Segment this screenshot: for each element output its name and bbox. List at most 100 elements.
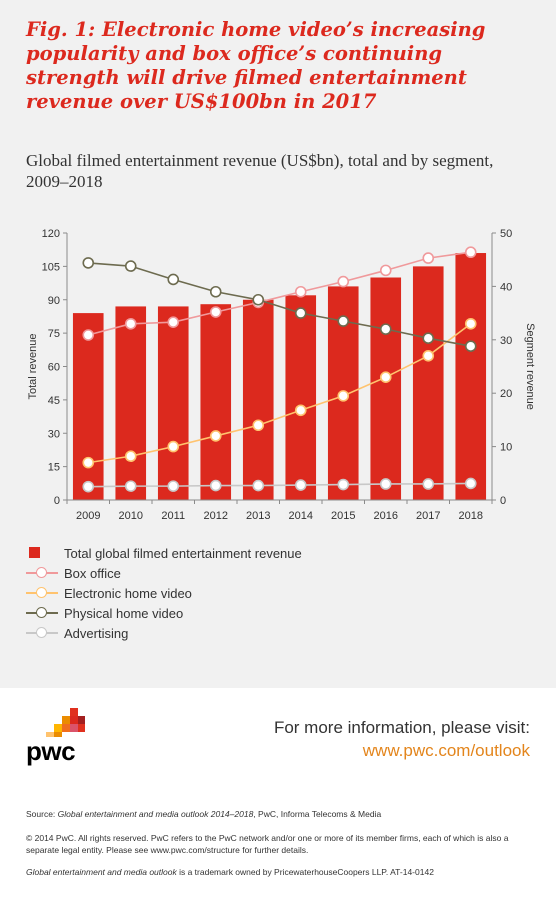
point-advertising-2012 — [209, 479, 222, 492]
point-electronic-home-video-2011 — [167, 440, 180, 453]
y-tick-label: 45 — [48, 395, 60, 407]
line-electronic-home-video — [88, 323, 472, 464]
y2-tick-label: 10 — [500, 442, 512, 454]
source-title: Global entertainment and media outlook 2… — [57, 809, 254, 819]
x-tick-label: 2011 — [161, 510, 185, 522]
y2-tick-label: 20 — [500, 388, 512, 400]
footer-notes: Source: Global entertainment and media o… — [26, 808, 531, 888]
point-physical-home-video-2015 — [337, 315, 350, 327]
bar-2012 — [200, 304, 232, 500]
point-advertising-2015 — [337, 478, 350, 491]
y-tick-label: 15 — [48, 462, 60, 474]
point-box-office-2010 — [124, 317, 137, 330]
point-electronic-home-video-2016 — [379, 371, 392, 383]
outlook-link[interactable]: www.pwc.com/outlook — [362, 741, 530, 760]
bar-2011 — [157, 306, 189, 500]
point-electronic-home-video-2017 — [422, 350, 435, 362]
source-note: Source: Global entertainment and media o… — [26, 808, 531, 820]
bar-2013 — [242, 299, 274, 500]
bar-2016 — [370, 277, 402, 500]
x-tick-label: 2009 — [76, 510, 100, 522]
source-rest: , PwC, Informa Telecoms & Media — [253, 809, 382, 819]
point-electronic-home-video-2013 — [252, 419, 265, 432]
legend-swatch-physical-home-video — [26, 603, 58, 623]
chart-panel: Fig. 1: Electronic home video’s increasi… — [0, 0, 556, 688]
y2-tick-label: 30 — [500, 335, 512, 347]
legend-swatch-total — [26, 543, 58, 563]
y-tick-label: 75 — [48, 328, 60, 340]
legend-swatch-box-office — [26, 563, 58, 583]
bar-2014 — [285, 295, 317, 500]
point-physical-home-video-2012 — [209, 285, 222, 298]
point-physical-home-video-2018 — [464, 340, 477, 353]
legend-item-box-office: Box office — [26, 563, 302, 583]
legend-label-electronic-home-video: Electronic home video — [64, 585, 192, 601]
point-advertising-2009 — [82, 480, 95, 493]
point-advertising-2017 — [422, 478, 435, 490]
line-advertising — [88, 482, 471, 488]
legend-swatch-advertising — [26, 623, 58, 643]
y-tick-label: 60 — [48, 362, 60, 374]
legend-label-total: Total global filmed entertainment revenu… — [64, 545, 302, 561]
axis-labels: 0 15 30 45 60 75 90 105 120 0 10 20 30 40 50 2009 2010 20… — [27, 228, 536, 522]
chart-subtitle: Global filmed entertainment revenue (US$… — [26, 151, 494, 191]
x-tick-label: 2014 — [289, 510, 313, 522]
x-tick-label: 2017 — [416, 510, 440, 522]
point-electronic-home-video-2012 — [209, 430, 222, 442]
legend-item-advertising: Advertising — [26, 623, 302, 643]
x-tick-label: 2016 — [374, 510, 398, 522]
point-box-office-2018 — [464, 246, 477, 259]
bar-2018 — [455, 253, 487, 500]
legend-label-box-office: Box office — [64, 565, 121, 581]
point-electronic-home-video-2014 — [294, 404, 307, 417]
y-tick-label: 30 — [48, 428, 60, 440]
source-label: Source: — [26, 809, 58, 819]
bar-2017 — [412, 266, 444, 500]
legend-item-physical-home-video: Physical home video — [26, 603, 302, 623]
y-axis-title: Total revenue — [27, 333, 39, 399]
point-physical-home-video-2013 — [252, 293, 265, 306]
x-tick-label: 2012 — [204, 510, 228, 522]
more-info-text: For more information, please visit: — [273, 718, 530, 737]
point-box-office-2017 — [422, 252, 435, 264]
bar-2009 — [72, 313, 104, 500]
point-physical-home-video-2016 — [379, 323, 392, 335]
point-box-office-2015 — [337, 275, 350, 288]
figure-title: Fig. 1: Electronic home video’s increasi… — [26, 18, 486, 113]
point-physical-home-video-2009 — [82, 257, 95, 269]
point-box-office-2012 — [209, 306, 222, 318]
pwc-logo-mark — [46, 708, 85, 737]
point-advertising-2018 — [464, 477, 477, 490]
y2-tick-label: 0 — [500, 495, 506, 507]
legend-item-electronic-home-video: Electronic home video — [26, 583, 302, 603]
point-advertising-2011 — [167, 480, 180, 492]
y2-tick-label: 40 — [500, 281, 512, 293]
y2-axis-title: Segment revenue — [524, 323, 536, 410]
point-electronic-home-video-2015 — [337, 390, 350, 402]
point-advertising-2013 — [252, 479, 265, 492]
x-tick-label: 2018 — [459, 510, 483, 522]
line-physical-home-video — [88, 262, 471, 347]
point-advertising-2014 — [294, 479, 307, 491]
point-box-office-2009 — [82, 329, 95, 341]
legend-label-advertising: Advertising — [64, 625, 129, 641]
point-advertising-2010 — [124, 480, 137, 492]
legend-swatch-electronic-home-video — [26, 583, 58, 603]
y2-tick-label: 50 — [500, 228, 512, 240]
point-box-office-2014 — [294, 285, 307, 298]
chart: 0 15 30 45 60 75 90 105 120 0 10 20 30 40 50 2009 2010 20… — [27, 228, 536, 522]
y-tick-label: 0 — [54, 495, 60, 507]
line-box-office — [88, 251, 471, 336]
x-tick-label: 2015 — [331, 510, 355, 522]
point-box-office-2011 — [167, 316, 180, 328]
point-physical-home-video-2017 — [422, 332, 435, 344]
point-electronic-home-video-2010 — [124, 450, 137, 463]
x-tick-label: 2013 — [246, 510, 270, 522]
legend: Total global filmed entertainment revenu… — [26, 543, 302, 643]
bar-2010 — [115, 306, 147, 500]
pwc-logo-text: pwc — [26, 736, 76, 766]
trademark-title: Global entertainment and media outlook — [26, 867, 177, 877]
trademark-note: Global entertainment and media outlook i… — [26, 866, 531, 878]
bars — [72, 253, 487, 500]
point-physical-home-video-2014 — [294, 307, 307, 319]
